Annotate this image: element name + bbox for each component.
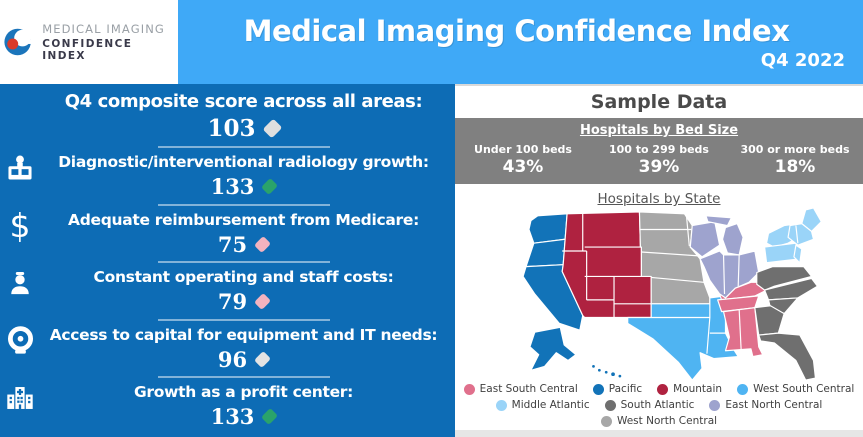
trend-diamond-icon — [261, 178, 279, 196]
page-title: Medical Imaging Confidence Index — [243, 14, 790, 48]
map-region-east-north-central[interactable] — [689, 215, 760, 299]
composite-label: Q4 composite score across all areas: — [64, 91, 423, 112]
composite-score-block: Q4 composite score across all areas: 103 — [38, 91, 449, 142]
staff-person-icon — [4, 267, 36, 299]
sample-data-panel: Sample Data Hospitals by Bed Size Under … — [455, 84, 863, 437]
legend-label: South Atlantic — [620, 399, 695, 412]
metric-medicare-reimbursement: $ Adequate reimbursement from Medicare: … — [10, 203, 449, 257]
map-legend: East South Central Pacific Mountain West… — [455, 384, 863, 427]
us-map-svg — [522, 207, 822, 381]
legend-dot-icon — [463, 384, 475, 395]
legend-dot-icon — [604, 400, 616, 411]
legend-dot-icon — [737, 384, 749, 395]
bed-size-label: 100 to 299 beds — [609, 143, 709, 156]
metric-capital-access: Access to capital for equipment and IT n… — [7, 318, 449, 372]
logo-mark-icon — [4, 28, 36, 56]
separator — [157, 318, 330, 321]
metric-label: Adequate reimbursement from Medicare: — [68, 210, 419, 229]
bottom-strip — [455, 430, 863, 437]
trend-diamond-icon — [261, 407, 279, 425]
metric-label: Diagnostic/interventional radiology grow… — [58, 153, 429, 172]
header: MEDICAL IMAGING CONFIDENCE INDEX Medical… — [0, 0, 863, 84]
legend-label: Middle Atlantic — [511, 399, 590, 412]
trend-diamond-icon — [254, 235, 272, 253]
legend-item-mountain[interactable]: Mountain — [657, 384, 722, 395]
bed-size-title: Hospitals by Bed Size — [579, 123, 739, 138]
map-region-new-england[interactable] — [787, 207, 822, 246]
mri-scanner-icon — [4, 325, 36, 357]
legend-item-east-south-central[interactable]: East South Central — [463, 383, 578, 396]
trend-diamond-icon — [254, 350, 272, 368]
logo-line1: MEDICAL IMAGING — [42, 22, 165, 36]
legend-dot-icon — [495, 400, 507, 411]
metric-radiology-growth: Diagnostic/interventional radiology grow… — [8, 146, 449, 200]
bed-size-label: 300 or more beds — [740, 143, 850, 156]
trend-diamond-icon — [254, 293, 272, 311]
composite-value: 103 — [207, 115, 256, 142]
map-region-east-south-central[interactable] — [717, 281, 768, 358]
legend-item-west-north-central[interactable]: West North Central — [600, 415, 718, 428]
dollar-icon: $ — [9, 206, 31, 246]
metric-value: 96 — [217, 346, 248, 372]
bed-size-col-100-299: 100 to 299 beds 39% — [591, 143, 727, 177]
scores-panel: Q4 composite score across all areas: 103 — [0, 84, 455, 437]
composite-diamond-icon — [262, 118, 282, 139]
legend-label: West North Central — [616, 415, 718, 428]
metric-value: 133 — [210, 403, 255, 429]
legend-item-middle-atlantic[interactable]: Middle Atlantic — [495, 399, 590, 412]
hospital-building-icon — [4, 382, 36, 414]
bed-size-col-300-plus: 300 or more beds 18% — [727, 143, 863, 177]
separator — [157, 146, 330, 149]
map-region-south-atlantic[interactable] — [754, 266, 818, 381]
bed-size-col-under-100: Under 100 beds 43% — [455, 143, 591, 177]
metric-label: Access to capital for equipment and IT n… — [49, 325, 438, 344]
legend-label: West South Central — [753, 383, 855, 396]
separator — [157, 375, 330, 378]
header-banner: Medical Imaging Confidence Index Q4 2022 — [178, 0, 863, 84]
bed-size-value: 18% — [774, 157, 816, 177]
metric-operating-costs: Constant operating and staff costs: 79 — [11, 261, 449, 315]
legend-label: Pacific — [608, 383, 643, 396]
bed-size-label: Under 100 beds — [474, 143, 572, 156]
bed-size-band: Hospitals by Bed Size Under 100 beds 43%… — [455, 118, 863, 184]
legend-dot-icon — [657, 384, 669, 395]
metric-label: Constant operating and staff costs: — [93, 268, 394, 287]
quarter-label: Q4 2022 — [760, 50, 845, 71]
legend-label: East North Central — [725, 399, 823, 412]
metric-value: 79 — [217, 289, 248, 315]
bed-size-value: 39% — [638, 157, 680, 177]
legend-label: Mountain — [673, 383, 723, 396]
separator — [157, 203, 330, 206]
legend-dot-icon — [592, 384, 604, 395]
bed-size-value: 43% — [502, 157, 544, 177]
legend-dot-icon — [709, 400, 721, 411]
hospitals-by-state-title: Hospitals by State — [597, 191, 721, 207]
legend-dot-icon — [600, 416, 612, 427]
legend-item-west-south-central[interactable]: West South Central — [737, 384, 854, 395]
radiology-workstation-icon — [4, 152, 36, 184]
metric-value: 75 — [217, 231, 248, 257]
legend-label: East South Central — [479, 383, 578, 396]
us-region-map — [455, 207, 863, 383]
separator — [157, 261, 330, 264]
metric-profit-center: Growth as a profit center: 133 — [7, 375, 449, 429]
sample-data-title: Sample Data — [590, 91, 728, 113]
logo: MEDICAL IMAGING CONFIDENCE INDEX — [0, 0, 178, 84]
logo-line2: CONFIDENCE INDEX — [42, 38, 133, 62]
metric-value: 133 — [210, 174, 255, 200]
legend-item-pacific[interactable]: Pacific — [592, 383, 643, 396]
legend-item-south-atlantic[interactable]: South Atlantic — [604, 399, 695, 412]
legend-item-east-north-central[interactable]: East North Central — [709, 400, 822, 411]
metric-label: Growth as a profit center: — [133, 382, 354, 401]
